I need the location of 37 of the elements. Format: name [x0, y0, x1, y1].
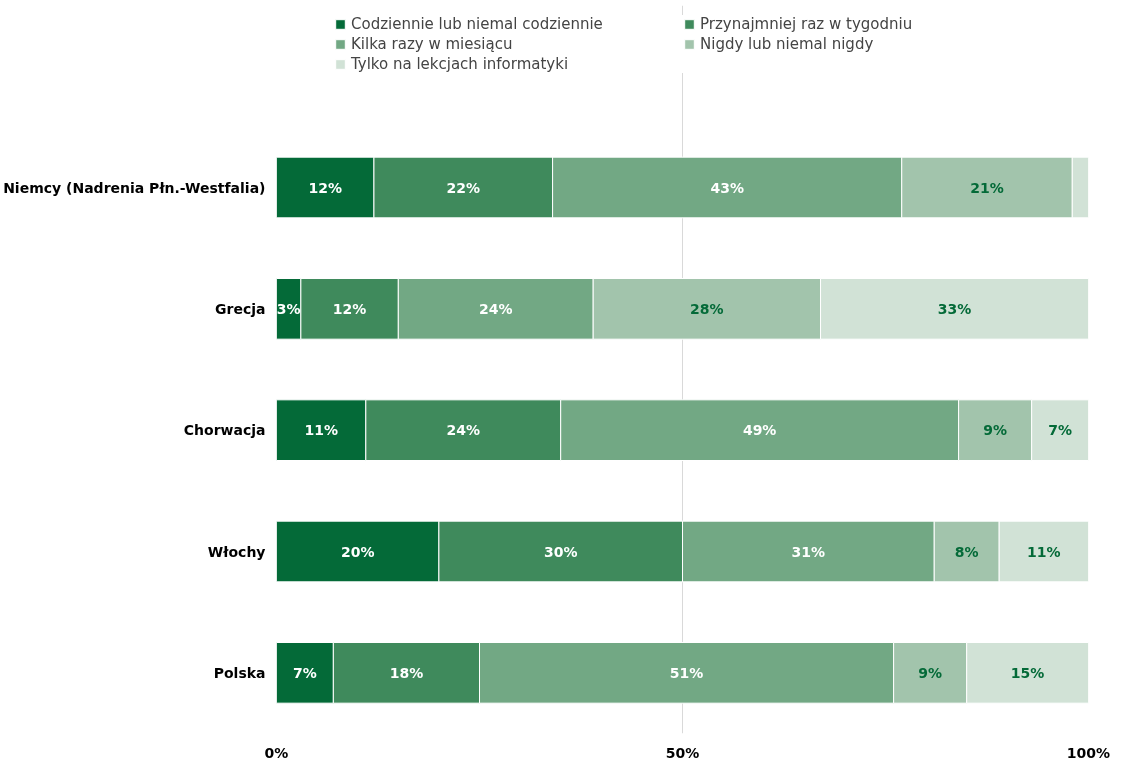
x-tick-label: 100% [1066, 744, 1111, 761]
y-tick-label: Niemcy (Nadrenia Płn.-Westfalia) [3, 179, 266, 196]
x-tick-label: 0% [264, 744, 289, 761]
data-label: 3% [276, 300, 301, 317]
data-label: 11% [1027, 543, 1061, 560]
y-tick-label: Chorwacja [183, 422, 266, 439]
y-tick-label: Polska [213, 664, 266, 681]
data-label: 7% [1048, 422, 1072, 439]
legend-label: Codziennie lub niemal codziennie [351, 15, 604, 33]
data-label: 12% [308, 179, 342, 196]
data-label: 24% [478, 300, 513, 317]
data-label: 33% [937, 300, 972, 317]
data-label: 7% [293, 664, 317, 681]
data-label: 21% [970, 179, 1004, 196]
data-label: 18% [389, 664, 424, 681]
data-label: 49% [742, 422, 777, 439]
x-tick-label: 50% [665, 744, 700, 761]
data-label: 24% [446, 422, 481, 439]
data-label: 20% [340, 543, 375, 560]
data-label: 11% [304, 422, 338, 439]
data-label: 8% [954, 543, 979, 560]
data-label: 12% [332, 300, 367, 317]
data-label: 22% [446, 179, 481, 196]
data-label: 9% [918, 664, 943, 681]
legend-label: Nigdy lub niemal nigdy [700, 35, 875, 53]
data-label: 15% [1010, 664, 1045, 681]
data-label: 9% [983, 422, 1008, 439]
data-label: 28% [690, 300, 724, 317]
data-label: 31% [791, 543, 826, 560]
y-tick-label: Grecja [215, 300, 266, 317]
legend-label: Przynajmniej raz w tygodniu [700, 15, 914, 33]
data-label: 51% [669, 664, 704, 681]
legend-label: Kilka razy w miesiącu [351, 35, 514, 53]
legend-label: Tylko na lekcjach informatyki [351, 55, 570, 73]
data-label: 43% [710, 179, 744, 196]
y-tick-label: Włochy [207, 543, 266, 560]
data-label: 30% [543, 543, 578, 560]
